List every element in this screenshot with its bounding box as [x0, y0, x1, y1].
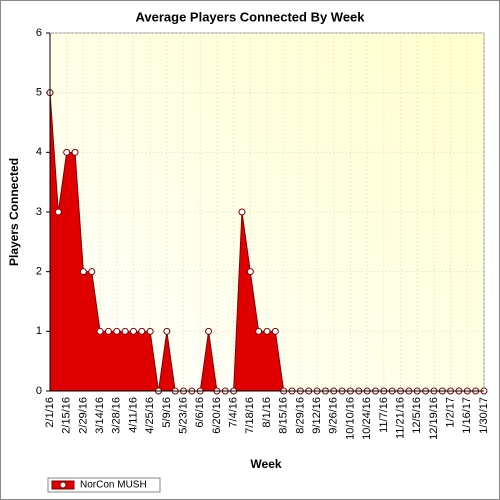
marker [205, 327, 213, 335]
y-tick-label: 2 [36, 266, 42, 278]
x-axis-label: Week [250, 457, 281, 471]
x-tick-label: 1/30/17 [478, 397, 490, 434]
marker [263, 327, 271, 335]
x-tick-label: 8/15/16 [278, 397, 290, 434]
marker [246, 268, 254, 276]
x-tick-label: 7/4/16 [228, 397, 240, 428]
y-tick-label: 6 [36, 27, 42, 39]
marker [129, 327, 137, 335]
x-tick-label: 9/12/16 [311, 397, 323, 434]
y-tick-label: 0 [36, 385, 42, 397]
marker [255, 327, 263, 335]
x-tick-label: 4/25/16 [144, 397, 156, 434]
x-tick-label: 2/29/16 [77, 397, 89, 434]
legend-label: NorCon MUSH [80, 480, 147, 491]
x-tick-label: 3/14/16 [94, 397, 106, 434]
x-tick-label: 1/2/17 [445, 397, 457, 428]
chart-title: Average Players Connected By Week [135, 9, 365, 24]
marker [113, 327, 121, 335]
x-tick-label: 10/10/16 [344, 397, 356, 440]
x-tick-label: 3/28/16 [111, 397, 123, 434]
marker [146, 327, 154, 335]
marker [54, 208, 62, 216]
x-tick-label: 2/1/16 [44, 397, 56, 428]
y-tick-label: 5 [36, 87, 42, 99]
x-tick-label: 10/24/16 [361, 397, 373, 440]
marker [163, 327, 171, 335]
x-tick-label: 6/20/16 [211, 397, 223, 434]
x-tick-label: 11/21/16 [394, 397, 406, 439]
x-tick-label: 5/23/16 [177, 397, 189, 434]
x-tick-label: 12/5/16 [411, 397, 423, 434]
marker [63, 148, 71, 156]
x-tick-label: 9/26/16 [328, 397, 340, 434]
x-tick-label: 6/6/16 [194, 397, 206, 428]
marker [271, 327, 279, 335]
x-tick-label: 7/18/16 [244, 397, 256, 434]
marker [79, 268, 87, 276]
x-tick-label: 12/19/16 [428, 397, 440, 440]
marker [138, 327, 146, 335]
marker [121, 327, 129, 335]
y-tick-label: 3 [36, 206, 42, 218]
legend [47, 477, 161, 493]
y-axis-label: Players Connected [7, 158, 21, 266]
x-tick-label: 5/9/16 [161, 397, 173, 428]
x-tick-label: 1/16/17 [461, 397, 473, 434]
legend-marker [59, 481, 67, 489]
x-tick-label: 8/1/16 [261, 397, 273, 428]
x-tick-label: 8/29/16 [294, 397, 306, 434]
y-tick-label: 4 [36, 146, 42, 158]
x-tick-label: 2/15/16 [61, 397, 73, 434]
marker [71, 148, 79, 156]
x-tick-label: 4/11/16 [127, 397, 139, 433]
marker [238, 208, 246, 216]
marker [88, 268, 96, 276]
marker [104, 327, 112, 335]
y-tick-label: 1 [36, 325, 42, 337]
marker [96, 327, 104, 335]
x-tick-label: 11/7/16 [378, 397, 390, 433]
